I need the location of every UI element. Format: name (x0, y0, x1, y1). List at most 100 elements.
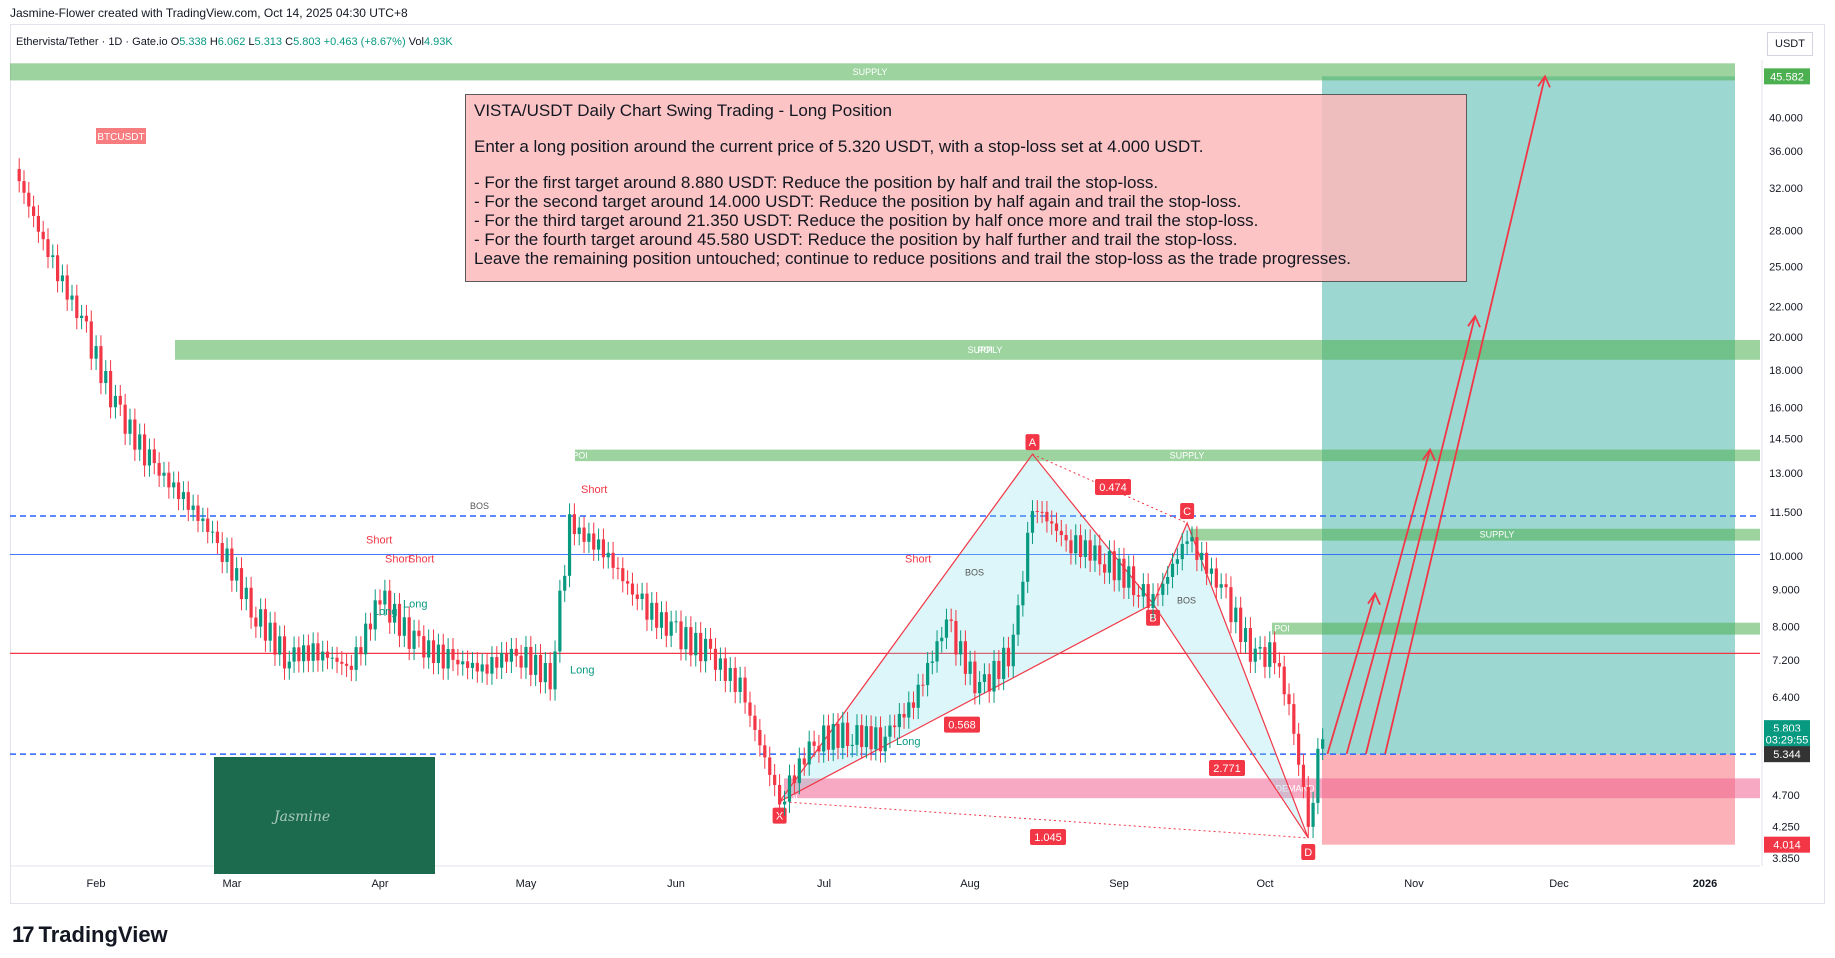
candle-body (80, 315, 84, 318)
candle-body (935, 641, 939, 662)
candle-body (845, 722, 850, 747)
y-tick-label: 9.000 (1772, 584, 1800, 596)
candle-body (611, 552, 615, 568)
candle-body (538, 654, 543, 683)
candle-body (133, 419, 137, 450)
candle-body (495, 657, 499, 668)
zone-label: POI (977, 345, 993, 355)
candle-body (311, 643, 315, 661)
candle-body (17, 169, 21, 182)
candle-body (1098, 545, 1102, 565)
candle-body (268, 622, 272, 641)
candle-body (1083, 540, 1087, 557)
zone-label: SUPPLY (968, 345, 1003, 355)
candle-body (1112, 551, 1116, 581)
x-tick-label: Jun (667, 878, 685, 890)
currency-unit-button[interactable]: USDT (1767, 32, 1813, 56)
candle-body (1277, 663, 1282, 667)
high-value: 6.062 (217, 36, 246, 48)
candle-body (524, 646, 528, 668)
candle-body (427, 640, 431, 658)
candle-body (1107, 551, 1112, 573)
signal-label: Long (896, 736, 920, 748)
candle-body (1282, 666, 1286, 695)
candle-body (978, 681, 982, 694)
candle-body (509, 648, 513, 662)
candle-body (587, 533, 591, 542)
candle-body (982, 674, 987, 682)
candle-body (959, 641, 963, 655)
candle-body (113, 395, 118, 408)
harmonic-point-badge (1025, 434, 1040, 451)
symbol-name[interactable]: Ethervista/Tether · 1D · Gate.io (16, 36, 168, 48)
candle-body (689, 627, 693, 656)
trade-plan-note[interactable]: VISTA/USDT Daily Chart Swing Trading - L… (465, 94, 1467, 282)
candle-body (1185, 541, 1189, 544)
candle-body (344, 663, 349, 666)
candle-body (316, 643, 320, 661)
harmonic-xab (779, 453, 1154, 803)
target-arrowhead (1367, 591, 1381, 605)
candle-body (758, 729, 762, 746)
ratio-label: 2.771 (1213, 763, 1241, 775)
y-tick-label: 10.000 (1769, 551, 1803, 563)
candle-body (104, 370, 108, 384)
candle-body (172, 482, 176, 488)
tradingview-logo[interactable]: 17 TradingView (12, 922, 168, 948)
candle-body (768, 757, 772, 775)
candle-body (75, 295, 79, 318)
candle-body (1306, 786, 1310, 827)
candle-body (1253, 648, 1257, 662)
candle-body (1161, 583, 1165, 595)
candle-body (1297, 733, 1301, 765)
candle-body (359, 647, 363, 655)
candle-body (456, 659, 460, 665)
candle-body (954, 620, 958, 655)
zone-label: POI (572, 450, 588, 460)
y-tick-label: 28.000 (1769, 225, 1803, 237)
candle-body (679, 621, 683, 650)
note-line: - For the fourth target around 45.580 US… (474, 230, 1238, 249)
candle-body (664, 612, 668, 636)
y-tick-label: 25.000 (1769, 261, 1803, 273)
candle-body (817, 745, 821, 752)
candle-body (748, 702, 752, 716)
candle-body (378, 600, 382, 605)
candle-body (930, 661, 934, 663)
zone-box (175, 340, 1760, 360)
candle-body (1103, 564, 1107, 573)
zone-box (784, 791, 1330, 805)
close-value: 5.803 (293, 36, 321, 48)
candle-body (1166, 576, 1170, 584)
candle-body (27, 192, 31, 207)
candle-body (963, 641, 968, 674)
candle-body (65, 275, 69, 300)
candle-body (577, 527, 581, 535)
candle-body (446, 648, 450, 669)
note-line: Leave the remaining position untouched; … (474, 249, 1351, 268)
candle-body (855, 725, 859, 745)
candle-body (1287, 694, 1291, 705)
candle-body (335, 657, 339, 662)
candle-body (1141, 584, 1145, 597)
candle-body (630, 583, 635, 595)
candle-body (728, 667, 732, 681)
chart-credit: Jasmine-Flower created with TradingView.… (10, 6, 408, 20)
candle-body (1175, 559, 1179, 564)
candle-body (128, 419, 132, 434)
candle-body (567, 514, 572, 576)
tradingview-logo-icon: 17 (12, 922, 35, 947)
y-tick-label: 3.850 (1772, 853, 1800, 865)
price-tag (1764, 836, 1810, 853)
candle-body (349, 665, 353, 670)
candle-body (451, 648, 455, 660)
zone-box (784, 778, 1760, 799)
candle-body (738, 677, 742, 693)
candle-body (869, 726, 873, 750)
symbol-legend[interactable]: Ethervista/Tether · 1D · Gate.io O5.338 … (16, 36, 453, 48)
candle-body (157, 463, 161, 476)
candle-body (60, 275, 64, 282)
candle-body (921, 684, 925, 686)
candle-body (897, 713, 901, 728)
